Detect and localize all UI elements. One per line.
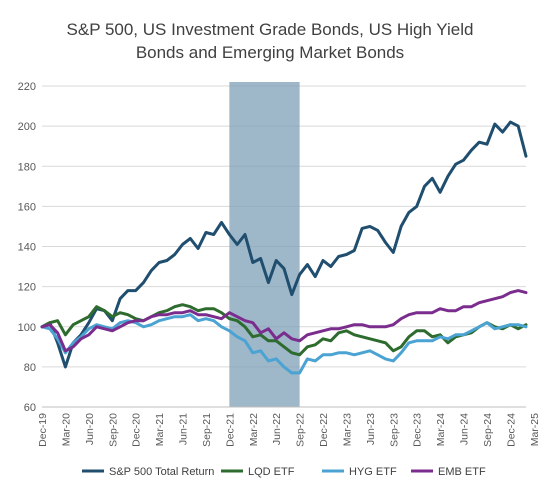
y-tick-label: 180	[18, 161, 36, 173]
x-tick-label: Dec-22	[318, 413, 330, 447]
x-tick-label: Sep-21	[201, 413, 213, 447]
x-tick-label: Jun-21	[178, 413, 190, 445]
x-tick-label: Jun-23	[365, 413, 377, 445]
y-tick-label: 80	[24, 362, 36, 374]
y-tick-label: 220	[18, 81, 36, 93]
series-line-emb-etf	[40, 289, 528, 353]
y-tick-label: 140	[18, 242, 36, 254]
series-line-lqd-etf	[40, 303, 528, 357]
chart-title: S&P 500, US Investment Grade Bonds, US H…	[0, 18, 540, 64]
legend-label: LQD ETF	[248, 466, 295, 478]
x-tick-label: Mar-23	[341, 413, 353, 446]
x-tick-label: Mar-21	[154, 413, 166, 446]
y-tick-label: 100	[18, 322, 36, 334]
series-line-hyg-etf	[40, 313, 528, 375]
y-tick-label: 120	[18, 282, 36, 294]
x-tick-label: Mar-20	[60, 413, 72, 446]
x-tick-label: Dec-23	[412, 413, 424, 447]
legend-label: EMB ETF	[438, 466, 486, 478]
x-tick-label: Dec-19	[37, 413, 49, 447]
x-tick-label: Sep-24	[482, 413, 494, 447]
x-tick-label: Dec-24	[505, 413, 517, 447]
y-tick-label: 160	[18, 201, 36, 213]
shaded-region	[229, 82, 300, 407]
chart-title-line1: S&P 500, US Investment Grade Bonds, US H…	[66, 20, 474, 39]
x-tick-label: Mar-22	[248, 413, 260, 446]
x-tick-label: Sep-23	[388, 413, 400, 447]
legend-label: HYG ETF	[349, 466, 397, 478]
x-tick-label: Dec-21	[224, 413, 236, 447]
x-tick-label: Jun-22	[271, 413, 283, 445]
x-tick-label: Dec-20	[131, 413, 143, 447]
x-tick-label: Sep-20	[107, 413, 119, 447]
y-tick-label: 60	[24, 402, 36, 414]
y-tick-label: 200	[18, 121, 36, 133]
legend-label: S&P 500 Total Return	[109, 466, 214, 478]
x-tick-label: Sep-22	[295, 413, 307, 447]
x-tick-label: Jun-20	[84, 413, 96, 445]
series-line-s-p-500-total-return	[40, 120, 528, 369]
x-tick-label: Jun-24	[459, 413, 471, 445]
x-tick-label: Mar-24	[435, 413, 447, 446]
x-tick-label: Mar-25	[529, 413, 541, 446]
chart-title-line2: Bonds and Emerging Market Bonds	[135, 43, 405, 62]
